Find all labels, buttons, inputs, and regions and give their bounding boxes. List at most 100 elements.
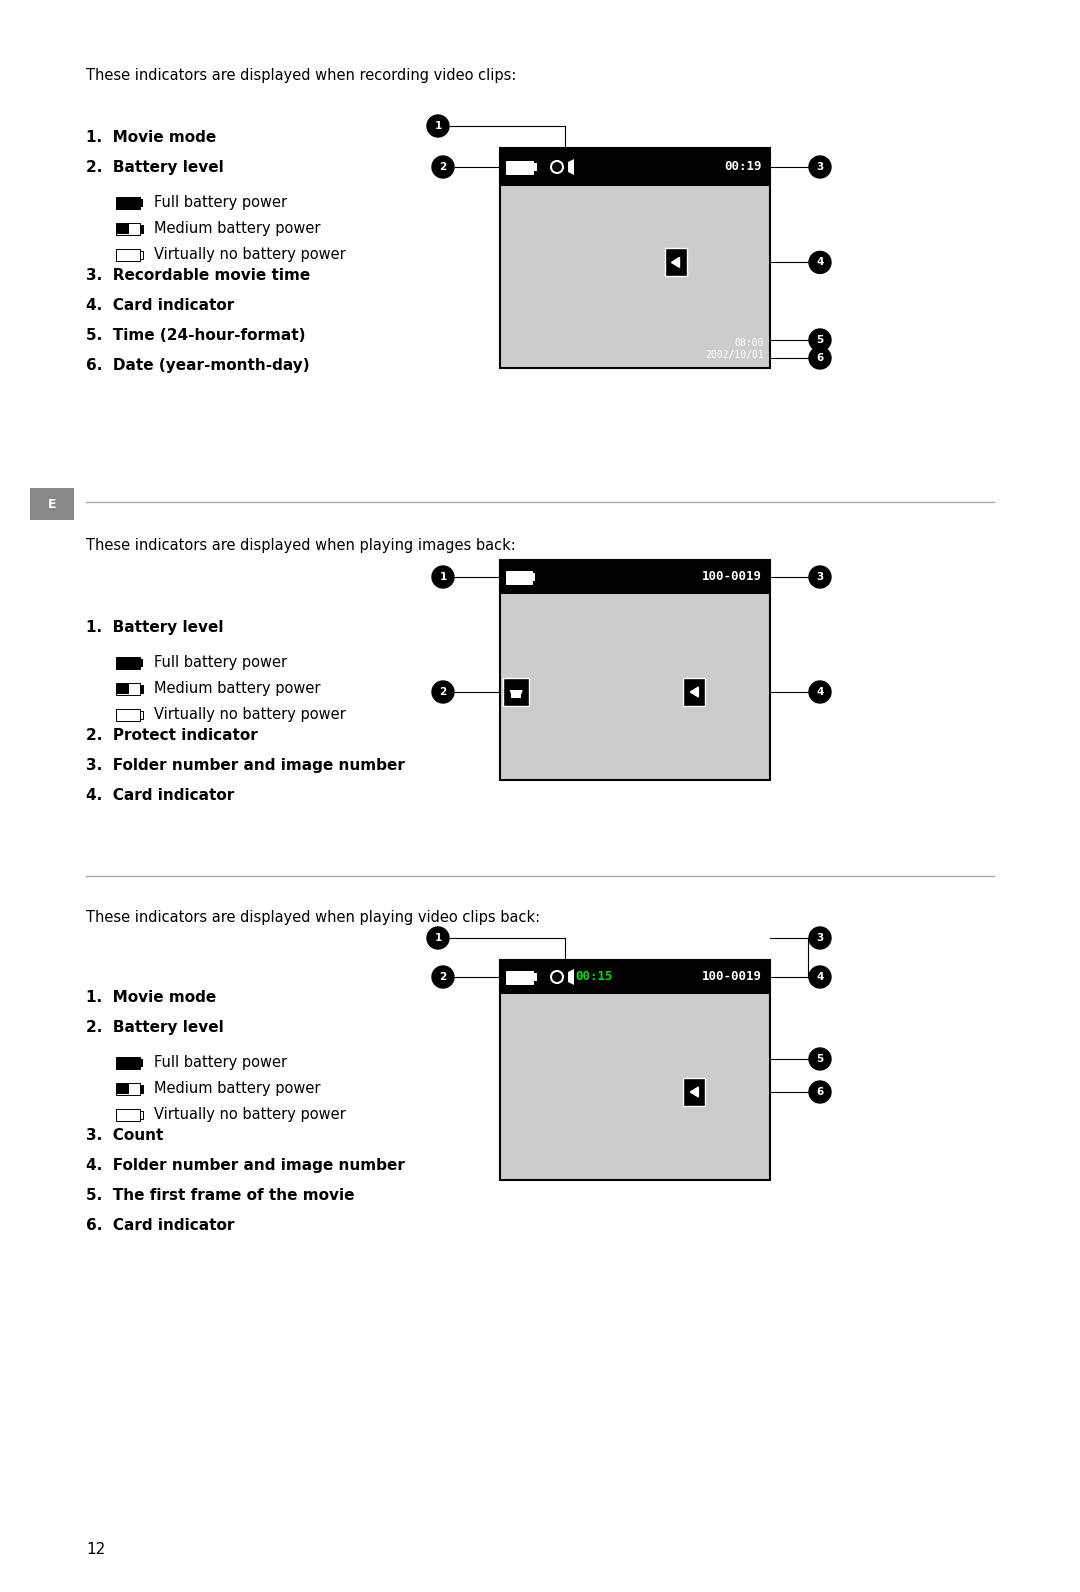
Text: 00:15: 00:15 [575, 971, 612, 984]
Text: These indicators are displayed when playing images back:: These indicators are displayed when play… [86, 538, 516, 552]
Text: 2.  Protect indicator: 2. Protect indicator [86, 728, 258, 743]
Text: Virtually no battery power: Virtually no battery power [154, 247, 346, 263]
Text: 3: 3 [816, 162, 824, 172]
Circle shape [432, 156, 454, 178]
Bar [116, 657, 139, 669]
Circle shape [809, 1081, 831, 1103]
Polygon shape [672, 258, 679, 267]
Bar [139, 252, 144, 258]
Text: 12: 12 [86, 1543, 105, 1557]
Text: 3.  Count: 3. Count [86, 1129, 163, 1143]
Text: Full battery power: Full battery power [154, 1055, 287, 1070]
Bar [116, 1057, 139, 1068]
Bar [500, 960, 770, 993]
Text: 2: 2 [440, 688, 447, 697]
Text: These indicators are displayed when playing video clips back:: These indicators are displayed when play… [86, 911, 540, 925]
Polygon shape [690, 688, 699, 697]
Bar [116, 223, 139, 236]
Circle shape [432, 966, 454, 989]
Bar [500, 560, 770, 780]
Text: 4: 4 [816, 258, 824, 267]
Text: 4: 4 [816, 688, 824, 697]
Text: 1: 1 [434, 933, 442, 942]
Bar [500, 560, 770, 594]
Text: 5: 5 [816, 334, 824, 345]
Circle shape [809, 156, 831, 178]
Text: 3: 3 [816, 933, 824, 942]
Circle shape [432, 681, 454, 704]
Text: 1.  Movie mode: 1. Movie mode [86, 131, 216, 145]
Text: 2: 2 [440, 162, 447, 172]
Bar [534, 162, 537, 170]
Bar [139, 199, 144, 207]
Circle shape [809, 347, 831, 369]
Text: 6.  Date (year-month-day): 6. Date (year-month-day) [86, 358, 310, 373]
Text: 3: 3 [816, 572, 824, 583]
Text: 100-0019: 100-0019 [702, 570, 762, 584]
Bar [511, 689, 522, 697]
Bar [139, 659, 144, 667]
Circle shape [427, 115, 449, 137]
Polygon shape [690, 1087, 699, 1097]
Circle shape [809, 1048, 831, 1070]
Text: 5: 5 [816, 1054, 824, 1063]
Bar [116, 1110, 139, 1121]
Text: 4.  Card indicator: 4. Card indicator [86, 298, 234, 314]
Circle shape [427, 927, 449, 949]
Text: Virtually no battery power: Virtually no battery power [154, 707, 346, 723]
Text: 2.  Battery level: 2. Battery level [86, 161, 224, 175]
Text: 100-0019: 100-0019 [702, 971, 762, 984]
Polygon shape [568, 970, 573, 985]
Bar [116, 197, 139, 209]
Text: Full battery power: Full battery power [154, 196, 287, 210]
Text: Medium battery power: Medium battery power [154, 681, 321, 697]
Bar [139, 1111, 144, 1119]
Bar [116, 708, 139, 721]
Bar [684, 678, 705, 705]
Text: 2: 2 [440, 973, 447, 982]
Bar [117, 224, 129, 234]
Text: 4: 4 [816, 973, 824, 982]
Text: 4.  Card indicator: 4. Card indicator [86, 788, 234, 802]
Text: Full battery power: Full battery power [154, 656, 287, 670]
Bar [534, 973, 537, 981]
Bar [139, 712, 144, 718]
Text: Virtually no battery power: Virtually no battery power [154, 1108, 346, 1122]
Text: 1.  Movie mode: 1. Movie mode [86, 990, 216, 1005]
Bar [664, 248, 687, 277]
Bar [116, 1083, 139, 1095]
Bar [139, 686, 144, 693]
Text: 6: 6 [816, 353, 824, 363]
Bar [531, 573, 535, 581]
Text: 08:00
2002/10/01: 08:00 2002/10/01 [705, 338, 764, 360]
Circle shape [809, 681, 831, 704]
Text: 6: 6 [816, 1087, 824, 1097]
Bar [139, 226, 144, 232]
Circle shape [809, 927, 831, 949]
Circle shape [809, 966, 831, 989]
Bar [545, 966, 575, 989]
Text: E: E [48, 497, 56, 511]
Bar [30, 489, 75, 521]
Text: 1: 1 [434, 121, 442, 131]
Text: 6.  Card indicator: 6. Card indicator [86, 1218, 234, 1232]
Text: Medium battery power: Medium battery power [154, 221, 321, 237]
Bar [507, 971, 534, 984]
Bar [116, 248, 139, 261]
Bar [139, 1059, 144, 1067]
Text: 1.  Battery level: 1. Battery level [86, 619, 224, 635]
Bar [684, 1078, 705, 1106]
Bar [117, 1084, 129, 1094]
Circle shape [809, 252, 831, 274]
Text: These indicators are displayed when recording video clips:: These indicators are displayed when reco… [86, 68, 516, 83]
Bar [507, 161, 534, 174]
Bar [500, 148, 770, 186]
Circle shape [809, 330, 831, 350]
Text: 1: 1 [440, 572, 447, 583]
Circle shape [432, 567, 454, 587]
Text: 5.  Time (24-hour-format): 5. Time (24-hour-format) [86, 328, 306, 342]
Bar [116, 683, 139, 696]
Text: 3.  Folder number and image number: 3. Folder number and image number [86, 758, 405, 774]
Bar [503, 678, 529, 705]
Polygon shape [568, 159, 573, 175]
